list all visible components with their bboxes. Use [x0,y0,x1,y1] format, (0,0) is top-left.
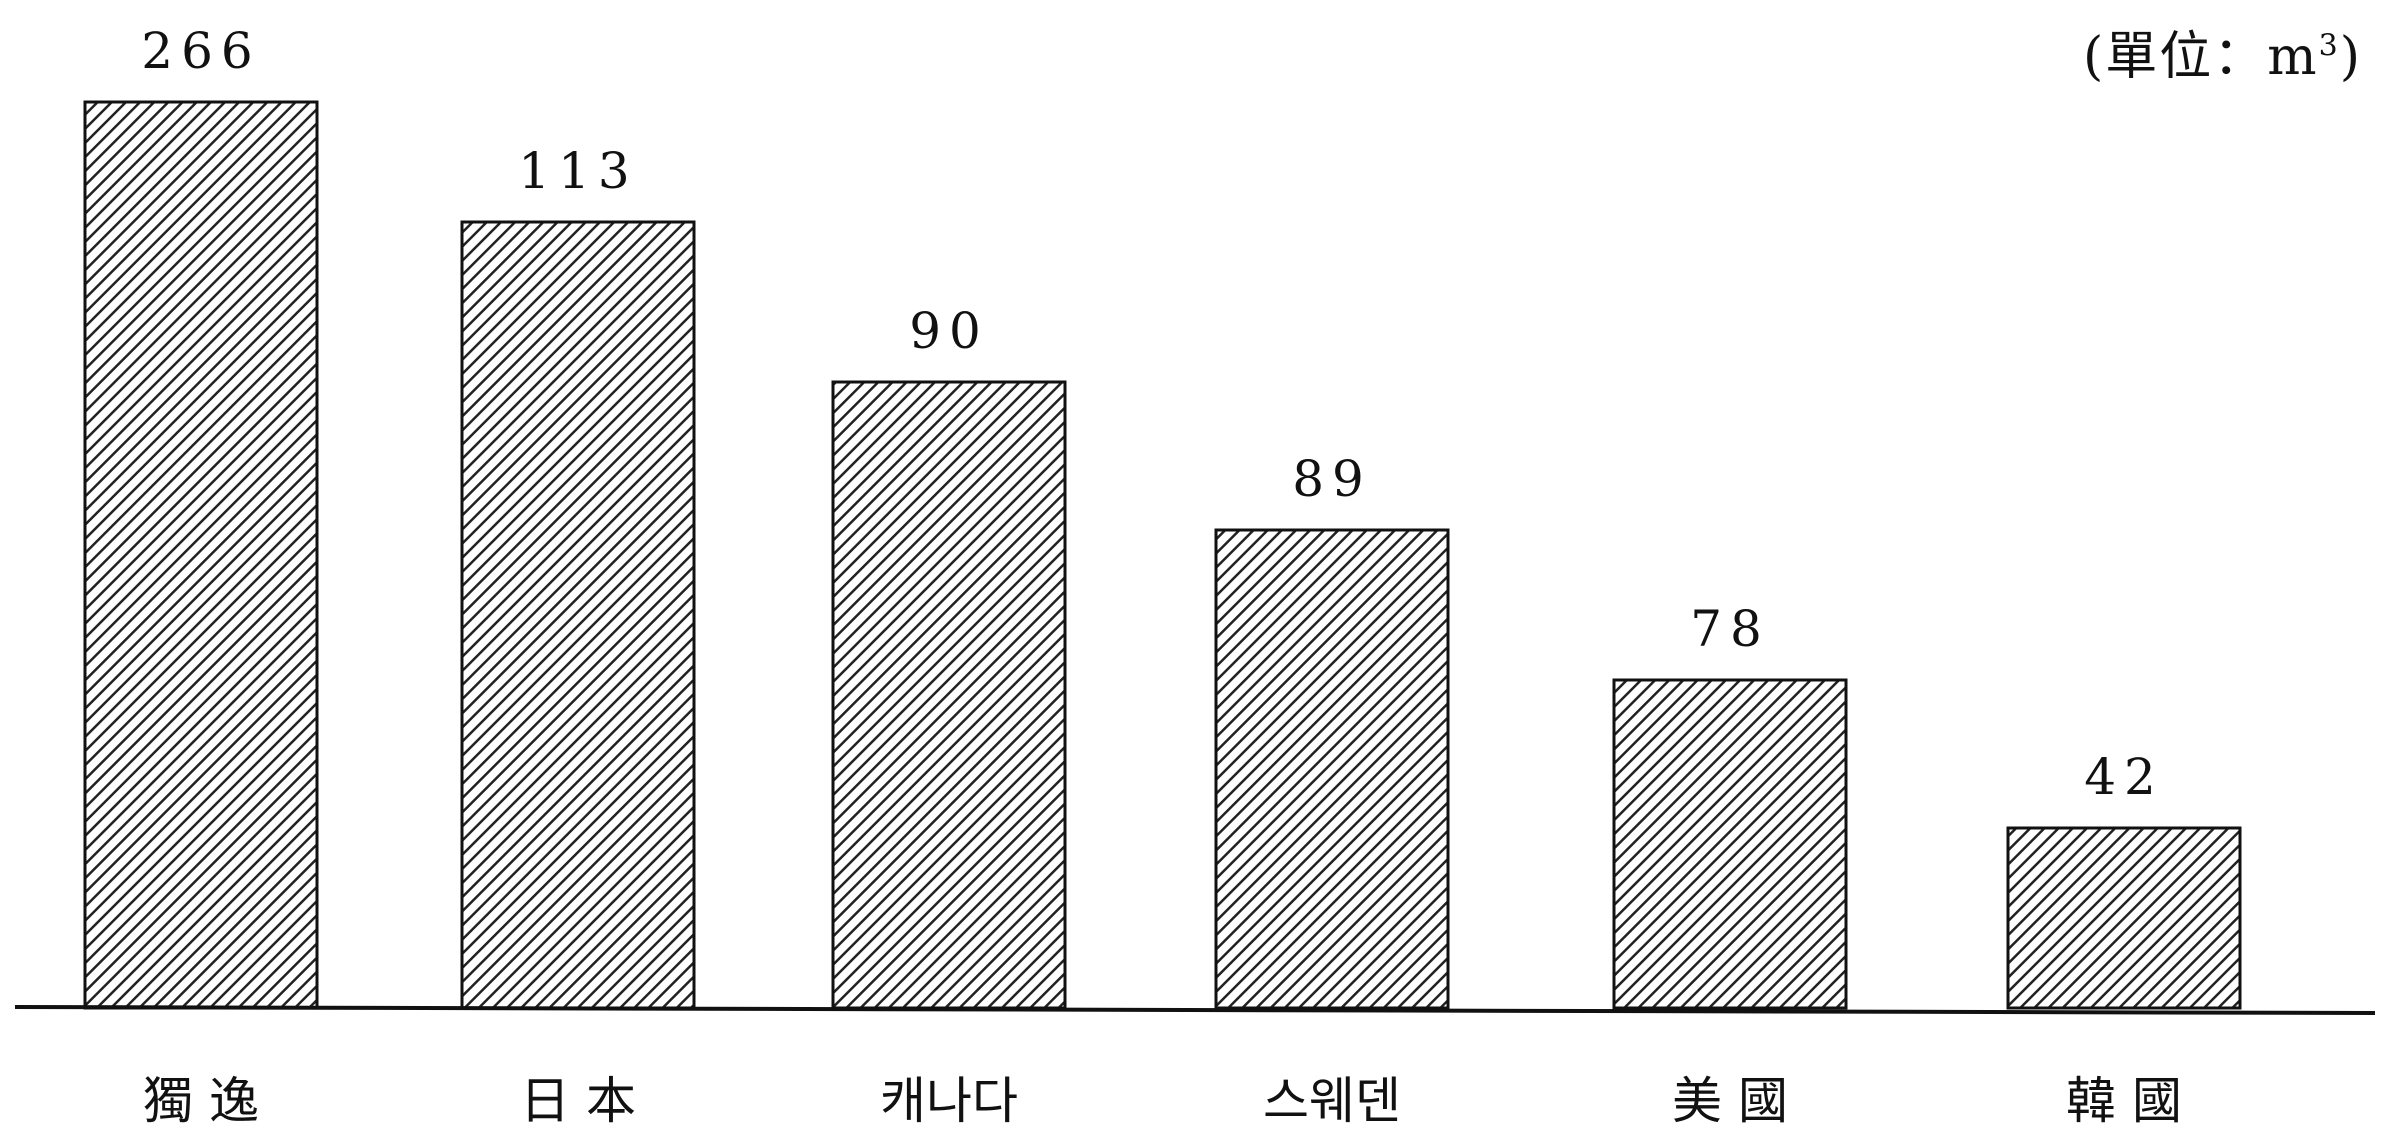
unit-label-superscript: 3 [2318,28,2340,64]
data-labels-layer: 266 113 90 89 78 42 [141,22,2164,806]
category-label-0: 獨 逸 [143,1072,259,1130]
bar-1 [460,220,696,1010]
data-label-1: 113 [518,142,637,200]
bar-2 [831,380,1067,1010]
category-label-2: 캐나다 [880,1072,1018,1130]
unit-label-suffix: ) [2339,27,2362,87]
bar-3 [1214,528,1450,1010]
x-axis-baseline [14,1005,2376,1015]
bar-5 [2006,826,2242,1010]
bar-4 [1612,678,1848,1010]
bar-0 [83,100,319,1010]
category-label-1: 日 本 [520,1072,636,1130]
unit-label: (單位：m3) [2083,14,2362,89]
category-labels-layer: 獨 逸 日 本 캐나다 스웨덴 美 國 韓 國 [143,1072,2182,1130]
data-label-0: 266 [141,22,260,80]
data-label-5: 42 [2084,748,2164,806]
category-label-4: 美 國 [1672,1072,1788,1130]
data-label-4: 78 [1690,600,1770,658]
category-label-5: 韓 國 [2066,1072,2182,1130]
data-label-2: 90 [909,302,989,360]
data-label-3: 89 [1292,450,1372,508]
bars-layer [83,100,2242,1010]
category-label-3: 스웨덴 [1263,1072,1401,1130]
unit-label-prefix: (單位：m [2083,27,2319,87]
